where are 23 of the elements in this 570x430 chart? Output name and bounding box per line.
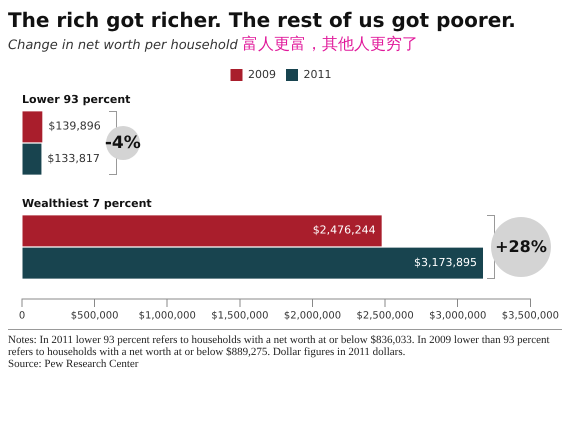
text: 富人更富，其他人更穷了 [242,34,418,53]
data-label: $139,896 [48,120,101,133]
text: Notes: In 2011 lower 93 percent refers to households with a net worth at or below $836,033. In 2009 lower than 93 percent refers to households with a net worth at or below $889,275. Dollar figures in 2011 dollars. [8,334,551,358]
legend-label: 2011 [304,68,332,81]
x-tick-label: $1,000,000 [138,310,196,322]
y-tick-label: Wealthiest 7 percent [22,196,152,210]
chart-subtitle: Change in net worth per household [8,38,238,53]
x-tick-label: $2,000,000 [284,310,342,322]
x-tick-label: $3,000,000 [429,310,486,322]
annotation: -4% [104,133,141,153]
legend-label: 2009 [248,68,276,81]
x-tick-label: $3,500,000 [502,310,560,322]
annotation: +28% [494,236,548,258]
data-label: $133,817 [47,152,100,165]
x-tick-label: 0 [18,310,26,322]
x-tick-label: $2,500,000 [356,310,414,322]
source-note: Source: Pew Research Center [8,358,140,370]
data-label: $3,173,895 [414,256,478,269]
data-label: $2,476,244 [312,224,376,237]
y-tick-label: Lower 93 percent [22,92,130,106]
chart-title: The rich got richer. The rest of us got poorer. [8,8,517,32]
x-tick-label: $500,000 [70,310,118,322]
x-tick-label: $1,500,000 [211,310,269,322]
